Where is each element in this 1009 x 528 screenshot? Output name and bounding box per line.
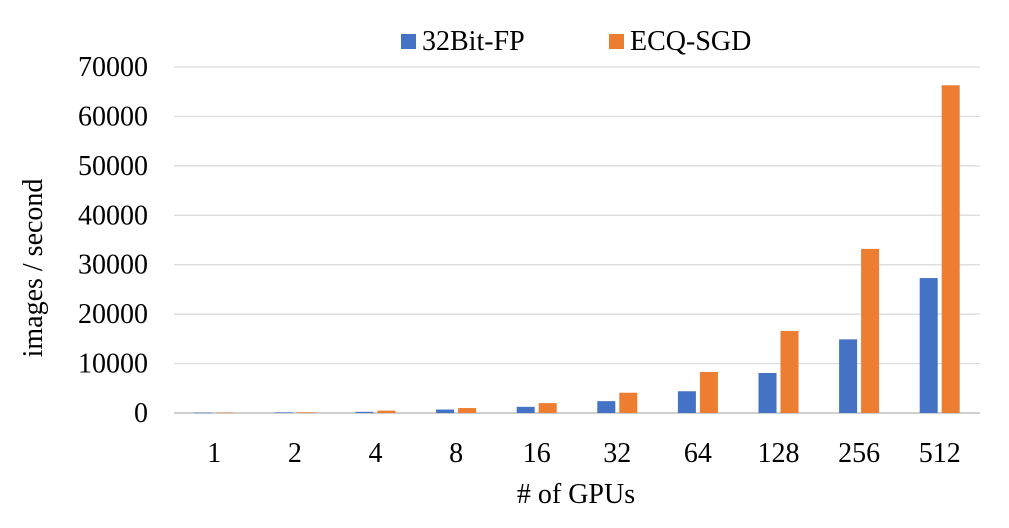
x-tick-labels: 1 2 4 8 16 32 64 128 256 512 — [207, 438, 960, 469]
bar-32bit-fp-16 — [516, 406, 535, 413]
gridlines — [174, 66, 980, 414]
bar-ecq-sgd-16 — [538, 403, 557, 413]
y-tick-label: 50000 — [78, 151, 148, 182]
x-tick-label: 128 — [758, 438, 800, 469]
y-tick-label: 70000 — [78, 52, 148, 83]
bar-32bit-fp-2 — [274, 412, 293, 413]
y-tick-label: 40000 — [78, 200, 148, 231]
bar-32bit-fp-512 — [919, 278, 938, 413]
bar-ecq-sgd-32 — [619, 392, 638, 413]
legend-swatch — [609, 34, 624, 49]
x-tick-label: 256 — [838, 438, 880, 469]
y-axis-label: images / second — [18, 179, 49, 358]
bar-ecq-sgd-4 — [377, 410, 396, 413]
x-tick-label: 32 — [603, 438, 631, 469]
bar-ecq-sgd-1 — [216, 412, 235, 414]
x-tick-label: 512 — [919, 438, 961, 469]
x-tick-label: 1 — [207, 438, 221, 469]
y-tick-label: 30000 — [78, 250, 148, 281]
legend-label: 32Bit-FP — [422, 26, 525, 57]
y-tick-label: 20000 — [78, 299, 148, 330]
bar-ecq-sgd-512 — [941, 85, 960, 413]
bar-32bit-fp-32 — [597, 401, 616, 413]
x-tick-label: 16 — [523, 438, 551, 469]
bar-32bit-fp-64 — [677, 391, 696, 413]
y-tick-label: 10000 — [78, 349, 148, 380]
x-tick-label: 2 — [288, 438, 302, 469]
bar-32bit-fp-128 — [758, 372, 777, 413]
bar-ecq-sgd-256 — [861, 248, 880, 413]
bar-32bit-fp-8 — [436, 409, 455, 413]
x-tick-label: 4 — [369, 438, 383, 469]
bar-32bit-fp-4 — [355, 411, 374, 413]
bar-32bit-fp-256 — [839, 339, 858, 413]
bar-32bit-fp-1 — [194, 412, 213, 414]
y-tick-labels: 0 10000 20000 30000 40000 50000 60000 70000 — [78, 52, 148, 429]
legend: 32Bit-FP ECQ-SGD — [401, 26, 751, 57]
x-axis-label: # of GPUs — [517, 479, 635, 510]
bar-ecq-sgd-128 — [780, 330, 799, 413]
y-tick-label: 60000 — [78, 101, 148, 132]
legend-label: ECQ-SGD — [630, 26, 751, 57]
x-tick-label: 8 — [449, 438, 463, 469]
bars — [194, 85, 960, 414]
x-tick-label: 64 — [684, 438, 712, 469]
bar-ecq-sgd-64 — [699, 371, 718, 413]
bar-ecq-sgd-2 — [296, 412, 315, 413]
legend-swatch — [401, 34, 416, 49]
y-tick-label: 0 — [134, 398, 148, 429]
bar-ecq-sgd-8 — [458, 408, 477, 413]
